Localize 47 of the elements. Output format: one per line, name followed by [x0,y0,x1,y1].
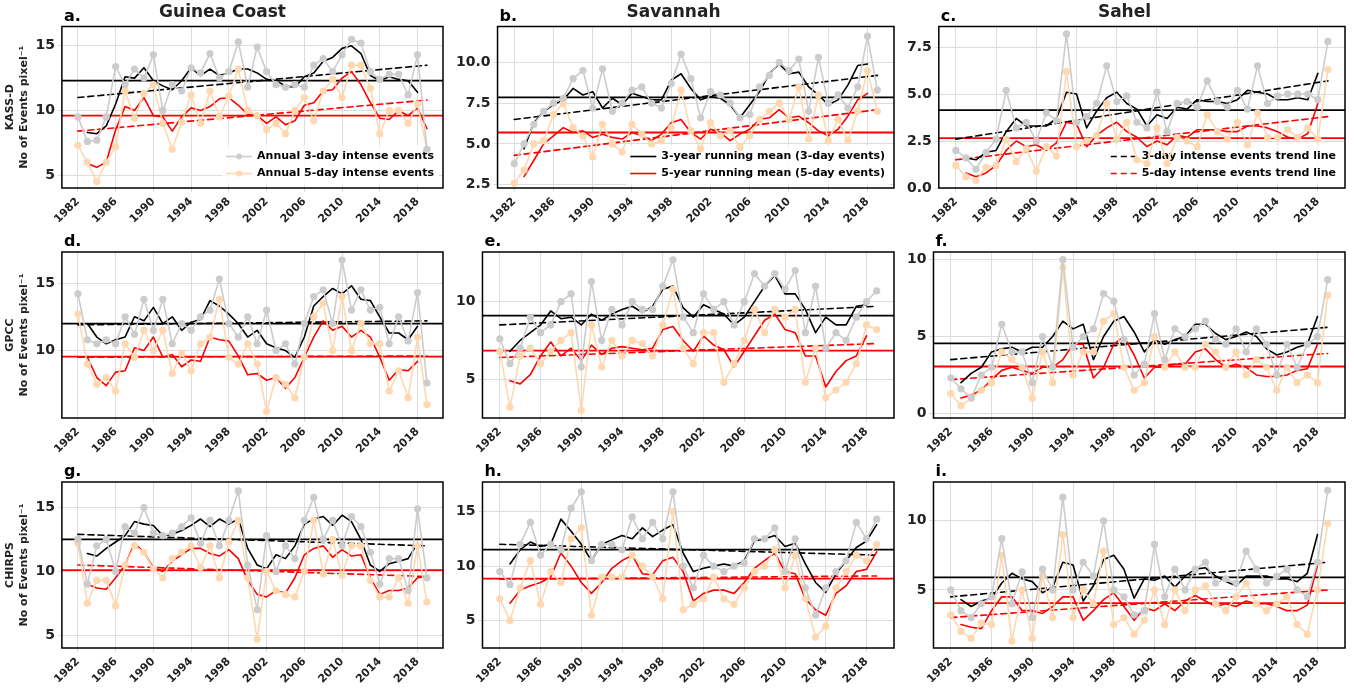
y-tick-label: 10.0 [456,52,491,69]
y-tick-label: 5 [916,580,927,597]
y-tick-label: 15 [35,36,55,53]
y-tick-label: 10 [907,511,927,528]
y-tick-label: 7.5 [465,93,491,110]
text: c. [940,5,957,25]
text: i. [935,461,948,481]
chart-title: Guinea Coast [159,0,286,21]
text: d. [63,231,82,251]
y-tick-label: 10 [35,341,56,358]
y-tick-label: 5.0 [906,84,933,101]
y-axis-title: KASS-D No of Events pixel⁻¹ [3,45,30,169]
legend-label: Annual 3-day intense events [257,149,435,163]
y-tick-label: 10 [35,562,56,579]
y-tick-label: 5.0 [465,134,491,151]
y-tick-label: 15 [35,273,55,290]
y-tick-label: 7.5 [906,37,932,54]
text: e. [484,231,502,251]
text: b. [499,5,518,25]
y-tick-label: 10 [35,101,56,118]
y-axis-title: CHIRPS No of Events pixel⁻¹ [3,503,30,627]
y-tick-label: 5 [465,369,476,386]
legend-label: 5-day intense events trend line [1141,166,1337,180]
text: f. [935,231,948,251]
text: g. [63,461,82,481]
y-tick-label: 15 [35,498,55,515]
y-tick-label: 5 [45,625,55,642]
y-tick-label: 10 [907,250,927,267]
y-tick-label: 0 [916,404,927,421]
chart-title: Savannah [626,0,721,21]
legend-label: 5-year running mean (5-day events) [661,166,885,180]
y-tick-label: 5 [916,327,927,344]
text: h. [484,461,502,481]
y-tick-label: 2.5 [465,175,491,192]
text: a. [63,5,81,25]
y-tick-label: 5 [465,611,476,628]
y-tick-label: 10 [456,292,476,309]
y-tick-label: 0.0 [906,178,933,195]
legend-label: 3-year running mean (3-day events) [661,149,885,163]
legend-label: 3-day intense events trend line [1141,149,1337,163]
y-tick-label: 10 [456,556,476,573]
y-tick-label: 5 [45,165,55,182]
y-tick-label: 2.5 [906,131,932,148]
y-axis-title: GPCC No of Events pixel⁻¹ [3,273,30,397]
legend-label: Annual 5-day intense events [257,166,435,180]
chart-title: Sahel [1097,0,1152,21]
y-tick-label: 15 [456,502,476,519]
